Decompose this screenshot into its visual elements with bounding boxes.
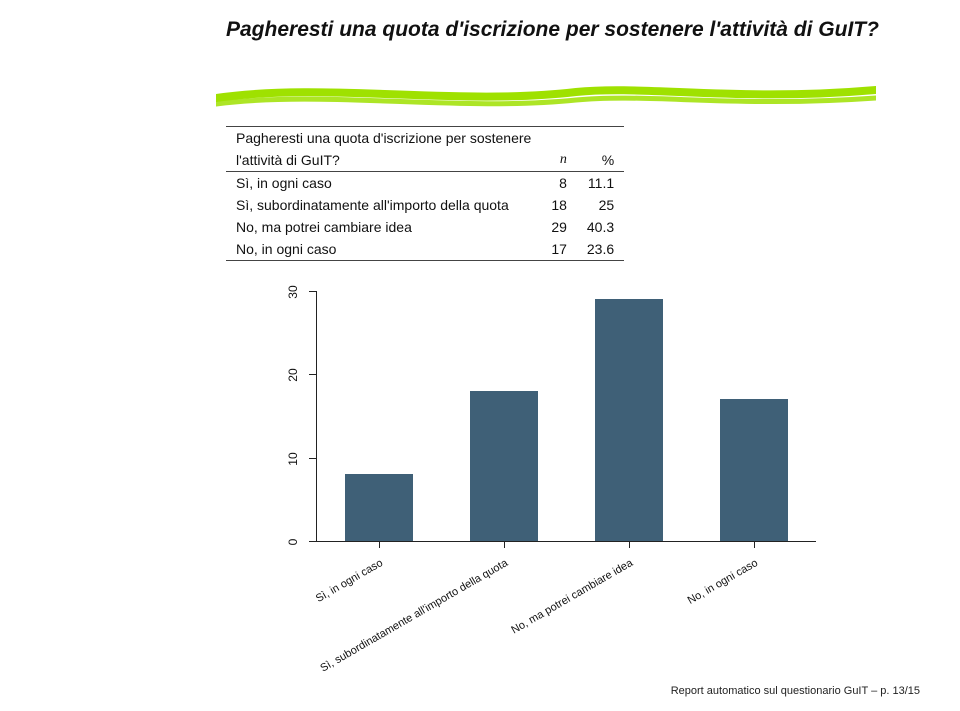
x-tick bbox=[629, 541, 630, 548]
row-pct: 25 bbox=[577, 194, 624, 216]
row-label: No, in ogni caso bbox=[226, 238, 541, 261]
col-pct-header: % bbox=[577, 149, 624, 172]
y-tick-label: 10 bbox=[286, 447, 300, 471]
row-pct: 11.1 bbox=[577, 172, 624, 195]
row-n: 29 bbox=[541, 216, 577, 238]
y-tick bbox=[309, 541, 316, 542]
x-tick-label: No, in ogni caso bbox=[537, 557, 760, 692]
x-tick-label: No, ma potrei cambiare idea bbox=[412, 557, 635, 692]
bar bbox=[595, 299, 663, 541]
row-label: Sì, subordinatamente all'importo della q… bbox=[226, 194, 541, 216]
x-tick bbox=[504, 541, 505, 548]
row-label: No, ma potrei cambiare idea bbox=[226, 216, 541, 238]
x-axis bbox=[316, 541, 816, 542]
y-tick-label: 0 bbox=[286, 530, 300, 554]
row-n: 8 bbox=[541, 172, 577, 195]
bar bbox=[345, 474, 413, 541]
bar bbox=[470, 391, 538, 541]
row-n: 18 bbox=[541, 194, 577, 216]
x-tick bbox=[379, 541, 380, 548]
data-table: Pagheresti una quota d'iscrizione per so… bbox=[226, 126, 624, 261]
row-n: 17 bbox=[541, 238, 577, 261]
x-tick bbox=[754, 541, 755, 548]
slide-title: Pagheresti una quota d'iscrizione per so… bbox=[226, 18, 920, 42]
y-tick bbox=[309, 291, 316, 292]
table-question-l1: Pagheresti una quota d'iscrizione per so… bbox=[226, 127, 541, 150]
table-question-l2: l'attività di GuIT? bbox=[226, 149, 541, 172]
x-tick-label: Sì, subordinatamente all'importo della q… bbox=[287, 557, 510, 692]
y-tick-label: 30 bbox=[286, 280, 300, 304]
y-tick bbox=[309, 374, 316, 375]
bar bbox=[720, 399, 788, 541]
col-n-header: n bbox=[541, 149, 577, 172]
row-label: Sì, in ogni caso bbox=[226, 172, 541, 195]
brush-underline bbox=[216, 78, 876, 118]
bar-chart: 0102030 Sì, in ogni casoSì, subordinatam… bbox=[276, 291, 836, 601]
y-tick-label: 20 bbox=[286, 363, 300, 387]
footer-text: Report automatico sul questionario GuIT … bbox=[671, 685, 920, 697]
row-pct: 40.3 bbox=[577, 216, 624, 238]
row-pct: 23.6 bbox=[577, 238, 624, 261]
y-tick bbox=[309, 458, 316, 459]
x-tick-label: Sì, in ogni caso bbox=[162, 557, 385, 692]
